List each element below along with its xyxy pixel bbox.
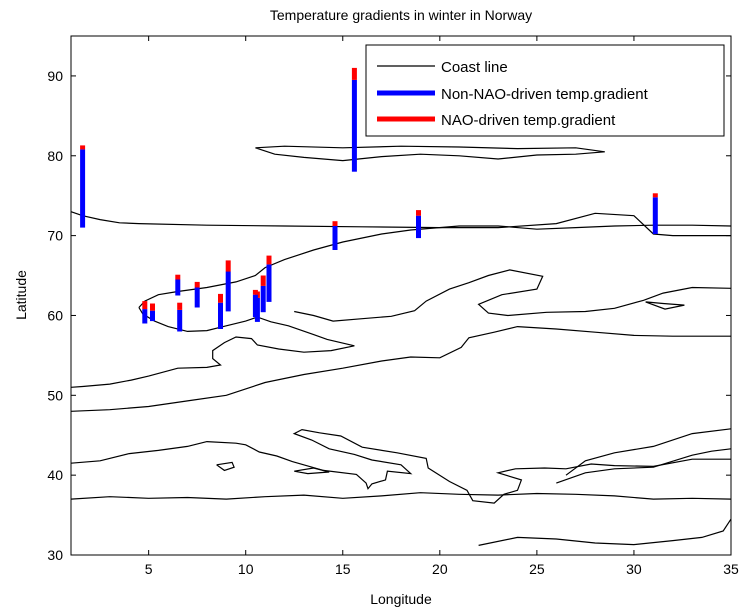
nao-bar-10 xyxy=(225,260,231,272)
non-nao-bar-4 xyxy=(416,215,421,239)
chart-title: Temperature gradients in winter in Norwa… xyxy=(270,7,532,23)
coastline-segment-9 xyxy=(565,428,732,476)
nao-bar-9 xyxy=(252,289,258,295)
non-nao-bar-11 xyxy=(218,302,223,329)
non-nao-bar-7 xyxy=(260,285,266,313)
x-tick-label: 5 xyxy=(145,561,153,577)
coastline-segment-12 xyxy=(216,461,235,472)
nao-bar-2 xyxy=(351,67,357,80)
nao-bar-3 xyxy=(652,193,658,198)
nao-bar-6 xyxy=(266,255,272,265)
y-tick-label: 30 xyxy=(47,547,63,563)
coastline-segment-5 xyxy=(70,325,731,412)
coastline-segment-2 xyxy=(138,224,732,308)
non-nao-bar-2 xyxy=(351,79,357,172)
coastline-segment-7 xyxy=(70,492,732,500)
nao-bar-16 xyxy=(142,301,148,310)
coastline-segment-10 xyxy=(478,518,732,546)
nao-bar-12 xyxy=(194,281,200,288)
y-axis-label: Latitude xyxy=(13,270,29,320)
x-tick-label: 10 xyxy=(238,561,254,577)
nao-bar-15 xyxy=(150,303,155,311)
coastline-segment-6 xyxy=(70,428,731,504)
non-nao-bar-12 xyxy=(194,287,200,308)
x-tick-label: 25 xyxy=(529,561,545,577)
non-nao-bar-15 xyxy=(150,310,155,322)
legend-label-coast-line: Coast line xyxy=(441,59,508,76)
nao-bar-1 xyxy=(80,145,86,150)
y-axis: 30 40 50 60 70 80 90 xyxy=(47,68,731,563)
coastline-layer xyxy=(70,145,732,546)
nao-bar-7 xyxy=(260,275,266,286)
non-nao-bar-14 xyxy=(177,309,183,332)
coastline-segment-11 xyxy=(255,145,605,162)
non-nao-bar-13 xyxy=(175,279,181,296)
non-nao-bar-1 xyxy=(80,149,86,228)
non-nao-bar-3 xyxy=(652,197,658,234)
non-nao-bar-9 xyxy=(252,294,258,318)
x-tick-label: 15 xyxy=(335,561,351,577)
coastline-segment-14 xyxy=(294,467,330,475)
x-tick-label: 20 xyxy=(432,561,448,577)
x-axis: 5 10 15 20 25 30 35 xyxy=(145,36,739,577)
nao-bar-4 xyxy=(416,210,421,216)
x-tick-label: 30 xyxy=(626,561,642,577)
non-nao-bar-5 xyxy=(332,226,338,250)
x-tick-label: 35 xyxy=(723,561,739,577)
y-tick-label: 90 xyxy=(47,68,63,84)
legend-label-nao: NAO-driven temp.gradient xyxy=(441,112,616,129)
coastline-segment-8 xyxy=(556,448,732,484)
nao-bar-14 xyxy=(177,302,183,310)
y-tick-label: 60 xyxy=(47,307,63,323)
non-nao-bar-16 xyxy=(142,309,148,324)
y-tick-label: 40 xyxy=(47,467,63,483)
nao-bar-11 xyxy=(218,293,223,303)
coastline-segment-13 xyxy=(645,301,685,310)
y-tick-label: 50 xyxy=(47,387,63,403)
coastline-segment-4 xyxy=(294,269,732,322)
plot-border xyxy=(70,35,732,556)
y-tick-label: 80 xyxy=(47,148,63,164)
gradient-bars-layer xyxy=(80,67,658,332)
x-axis-label: Longitude xyxy=(370,591,432,607)
legend-label-non-nao: Non-NAO-driven temp.gradient xyxy=(441,86,649,103)
legend: Coast line Non-NAO-driven temp.gradient … xyxy=(365,44,725,137)
coastline-segment-3 xyxy=(70,307,355,388)
y-tick-label: 70 xyxy=(47,228,63,244)
non-nao-bar-10 xyxy=(225,271,231,312)
nao-bar-13 xyxy=(175,274,181,280)
non-nao-bar-6 xyxy=(266,264,272,302)
nao-bar-5 xyxy=(332,221,338,226)
